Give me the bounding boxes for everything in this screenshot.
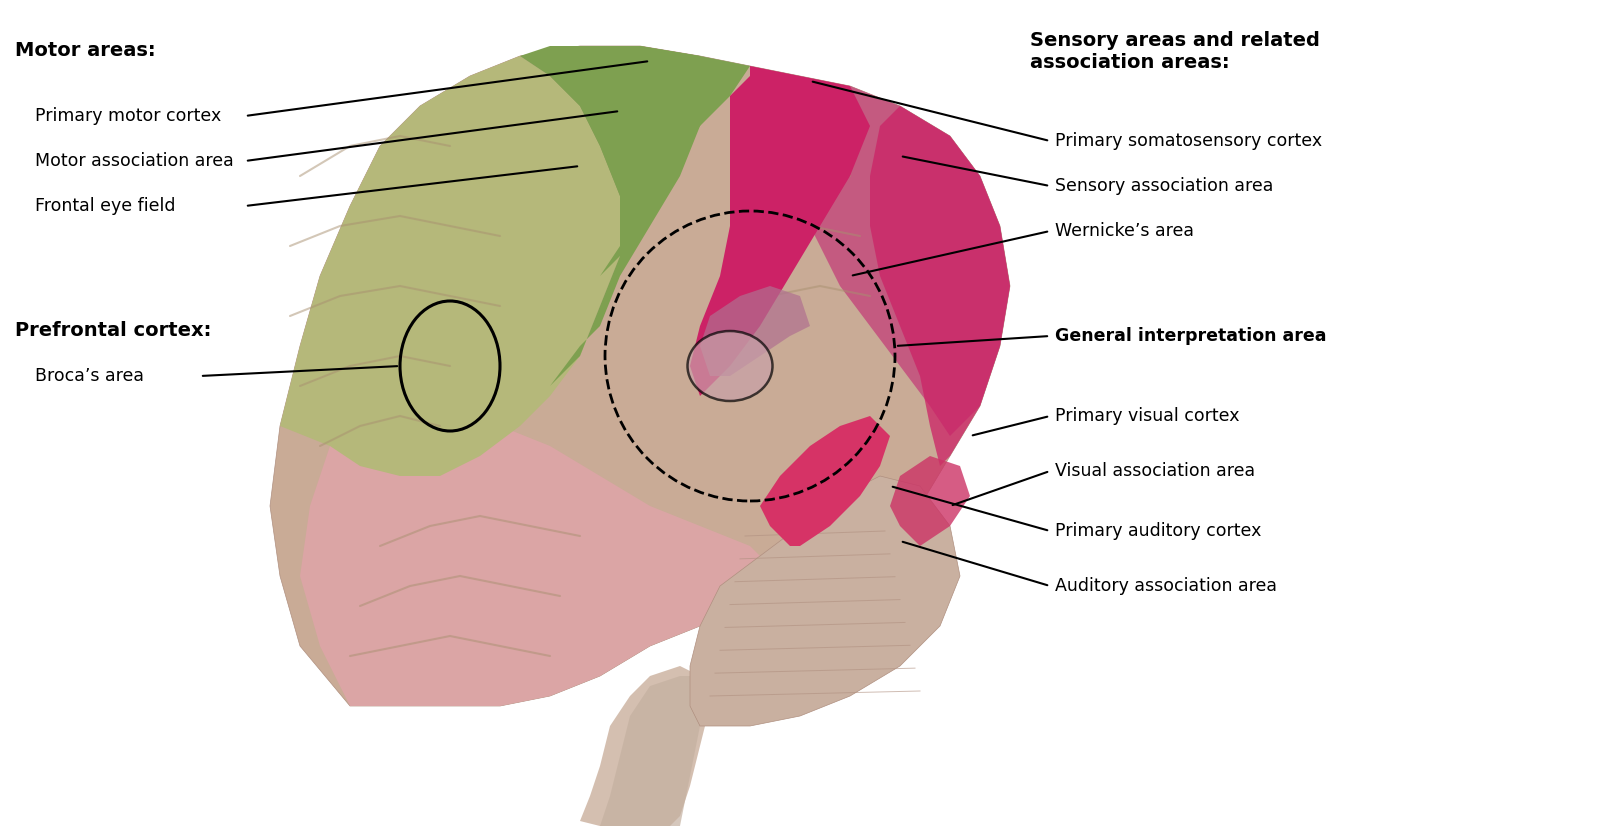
Polygon shape (870, 106, 1010, 466)
Polygon shape (550, 46, 750, 276)
Text: Broca’s area: Broca’s area (35, 367, 144, 385)
Polygon shape (790, 86, 1010, 436)
Ellipse shape (688, 331, 773, 401)
Polygon shape (301, 376, 781, 706)
Polygon shape (600, 676, 701, 826)
Text: Visual association area: Visual association area (1054, 462, 1254, 480)
Polygon shape (760, 416, 890, 546)
Text: Motor areas:: Motor areas: (14, 41, 155, 60)
Text: Primary visual cortex: Primary visual cortex (1054, 407, 1240, 425)
Text: Auditory association area: Auditory association area (1054, 577, 1277, 595)
Text: Wernicke’s area: Wernicke’s area (1054, 222, 1194, 240)
Text: Motor association area: Motor association area (35, 152, 234, 170)
Text: Primary auditory cortex: Primary auditory cortex (1054, 522, 1261, 540)
Text: General interpretation area: General interpretation area (1054, 327, 1326, 345)
Polygon shape (520, 46, 720, 386)
Text: Prefrontal cortex:: Prefrontal cortex: (14, 321, 211, 340)
Text: Primary motor cortex: Primary motor cortex (35, 107, 221, 125)
Text: Primary somatosensory cortex: Primary somatosensory cortex (1054, 132, 1322, 150)
Polygon shape (690, 476, 960, 726)
Text: Sensory areas and related
association areas:: Sensory areas and related association ar… (1030, 31, 1320, 72)
Polygon shape (280, 56, 621, 476)
Polygon shape (890, 456, 970, 546)
Polygon shape (690, 66, 870, 396)
Polygon shape (701, 286, 810, 376)
Polygon shape (579, 666, 710, 826)
Text: Frontal eye field: Frontal eye field (35, 197, 176, 215)
Polygon shape (270, 46, 1010, 706)
Text: Sensory association area: Sensory association area (1054, 177, 1274, 195)
